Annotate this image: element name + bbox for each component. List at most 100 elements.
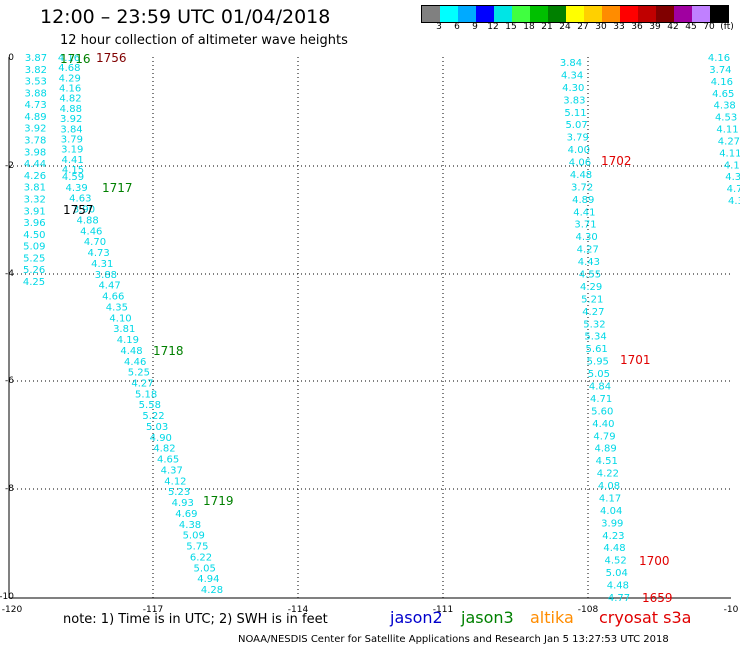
wave-height-value: 4.82 xyxy=(153,444,175,455)
wave-height-value: 3.79 xyxy=(61,134,83,145)
wave-height-value: 4.53 xyxy=(715,113,737,124)
wave-height-value: 4.1 xyxy=(724,160,740,171)
wave-height-value: 4.00 xyxy=(568,145,590,156)
legend-swatch xyxy=(638,6,656,22)
wave-height-value: 3.79 xyxy=(567,133,589,144)
wave-height-value: 3.92 xyxy=(24,124,46,135)
wave-height-value: 4.19 xyxy=(117,335,139,346)
wave-height-value: 3.88 xyxy=(25,88,47,99)
wave-height-value: 4.37 xyxy=(161,465,183,476)
wave-height-value: 4.41 xyxy=(573,207,595,218)
legend-label: 70 xyxy=(703,22,715,32)
wave-height-value: 3.32 xyxy=(24,194,46,205)
wave-height-value: 5.03 xyxy=(146,422,168,433)
sat-label-jason3: jason3 xyxy=(461,608,514,627)
wave-height-value: 4.69 xyxy=(175,509,197,520)
wave-height-value: 4.65 xyxy=(712,89,734,100)
legend-label: 6 xyxy=(454,22,460,32)
wave-height-value: 4.52 xyxy=(605,556,627,567)
legend-label: 45 xyxy=(685,22,697,32)
sat-label-jason2: jason2 xyxy=(390,608,443,627)
legend-label: 36 xyxy=(631,22,643,32)
legend-label: 15 xyxy=(505,22,517,32)
sat-label-cryosat-s3a: cryosat s3a xyxy=(599,608,692,627)
wave-height-value: 4.48 xyxy=(570,170,592,181)
legend-label: 24 xyxy=(559,22,571,32)
legend-swatch xyxy=(422,6,440,22)
legend-label: 27 xyxy=(577,22,589,32)
wave-height-value: 4.22 xyxy=(597,469,619,480)
y-tick-label: -8 xyxy=(5,484,14,494)
legend-label: 21 xyxy=(541,22,553,32)
wave-height-value: 5.60 xyxy=(591,406,613,417)
x-tick-label: -114 xyxy=(288,605,309,615)
pass-time-label: 1717 xyxy=(102,181,133,195)
wave-height-value: 5.05 xyxy=(194,563,216,574)
wave-height-value: 3.81 xyxy=(24,183,46,194)
map-subtitle: 12 hour collection of altimeter wave hei… xyxy=(60,33,348,48)
wave-height-value: 4.47 xyxy=(98,281,120,292)
wave-height-value: 4.48 xyxy=(120,346,142,357)
wave-height-value: 5.32 xyxy=(583,319,605,330)
legend-label: 39 xyxy=(649,22,661,32)
wave-height-value: 4.27 xyxy=(131,379,153,390)
legend-swatch xyxy=(602,6,620,22)
wave-height-value: 4.06 xyxy=(569,158,591,169)
legend-label: (ft) xyxy=(720,22,734,32)
wave-height-value: 4.94 xyxy=(197,574,219,585)
wave-height-value: 4.08 xyxy=(598,481,620,492)
wave-height-value: 3.83 xyxy=(563,95,585,106)
legend-label: 42 xyxy=(667,22,679,32)
y-tick-label: -4 xyxy=(5,269,14,279)
legend-label: 3 xyxy=(436,22,442,32)
legend-swatch xyxy=(494,6,512,22)
wave-height-value: 5.75 xyxy=(186,542,208,553)
wave-height-values: 3.873.823.533.884.734.893.923.783.984.44… xyxy=(23,53,740,604)
wave-height-value: 4.88 xyxy=(60,104,82,115)
legend-swatch xyxy=(530,6,548,22)
y-tick-label: -6 xyxy=(5,376,14,386)
wave-height-value: 4.16 xyxy=(59,84,81,95)
pass-time-label: 1701 xyxy=(620,353,651,367)
wave-height-value: 5.05 xyxy=(588,369,610,380)
legend-swatch xyxy=(566,6,584,22)
wave-height-value: 3.71 xyxy=(574,220,596,231)
y-tick-label: -2 xyxy=(5,161,14,171)
wave-height-value: 3.96 xyxy=(23,218,45,229)
legend-swatch xyxy=(476,6,494,22)
legend-swatch xyxy=(674,6,692,22)
legend-label: 33 xyxy=(613,22,625,32)
wave-height-value: 4.51 xyxy=(596,456,618,467)
wave-height-value: 3.98 xyxy=(24,147,46,158)
wave-height-value: 4.66 xyxy=(102,292,124,303)
legend-label: 9 xyxy=(472,22,478,32)
wave-height-value: 5.04 xyxy=(606,568,628,579)
wave-height-value: 4.29 xyxy=(59,73,81,84)
y-tick-label: -10 xyxy=(0,592,14,602)
wave-height-value: 5.25 xyxy=(128,368,150,379)
wave-height-value: 5.21 xyxy=(581,294,603,305)
wave-height-value: 4.11 xyxy=(716,125,738,136)
wave-height-value: 6.22 xyxy=(190,552,212,563)
wave-height-value: 4.11 xyxy=(719,148,740,159)
wave-height-value: 4.84 xyxy=(589,381,611,392)
wave-height-value: 3.90 xyxy=(73,205,95,216)
wave-height-value: 4.55 xyxy=(579,270,601,281)
legend-swatch xyxy=(710,6,728,22)
pass-time-label: 1719 xyxy=(203,494,234,508)
pass-time-label: 1702 xyxy=(601,154,632,168)
wave-height-value: 4.89 xyxy=(24,112,46,123)
wave-height-value: 4.27 xyxy=(718,136,740,147)
wave-height-value: 4.28 xyxy=(201,585,223,596)
axis-tick-labels: -120 -117 -114 -111 -108 -10 0 -2 -4 -6 -8 -10 xyxy=(0,53,739,615)
wave-height-value: 3.72 xyxy=(571,182,593,193)
wave-height-value: 4.70 xyxy=(84,237,106,248)
pass-time-label: 1716 xyxy=(60,52,91,66)
wave-height-value: 4.63 xyxy=(69,194,91,205)
pass-time-label: 1659 xyxy=(642,591,673,605)
wave-height-value: 4.41 xyxy=(62,155,84,166)
wave-height-value: 5.22 xyxy=(142,411,164,422)
wave-height-value: 4.38 xyxy=(714,101,736,112)
wave-height-value: 4.04 xyxy=(600,506,622,517)
